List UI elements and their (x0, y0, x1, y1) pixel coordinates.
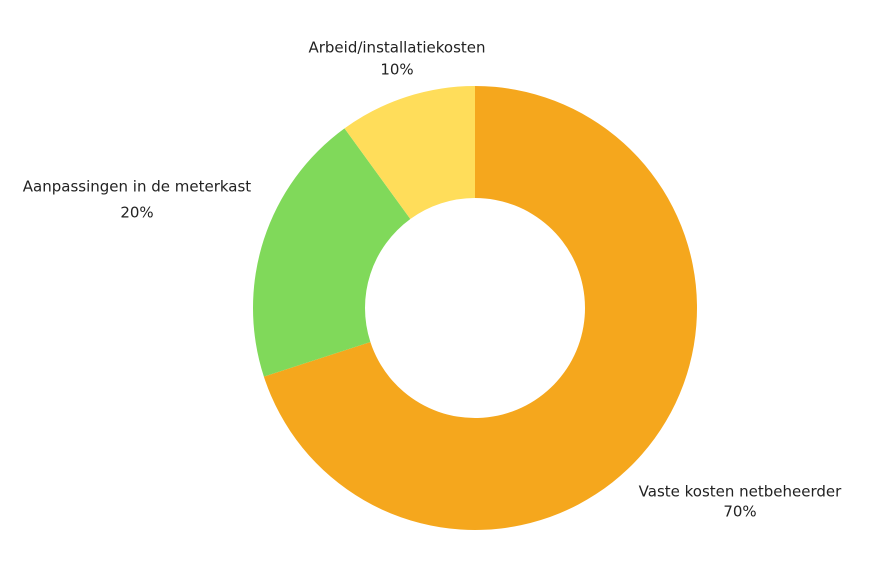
slice-value-label: 10% (380, 61, 413, 79)
slice-value-label: 70% (723, 503, 756, 521)
slice-label: Aanpassingen in de meterkast (23, 178, 252, 196)
donut-slice (344, 86, 475, 220)
slice-label: Arbeid/installatiekosten (308, 39, 485, 57)
slice-value-label: 20% (120, 204, 153, 222)
donut-slice (263, 86, 698, 530)
slice-label: Vaste kosten netbeheerder (639, 483, 842, 501)
donut-slice (252, 128, 411, 377)
